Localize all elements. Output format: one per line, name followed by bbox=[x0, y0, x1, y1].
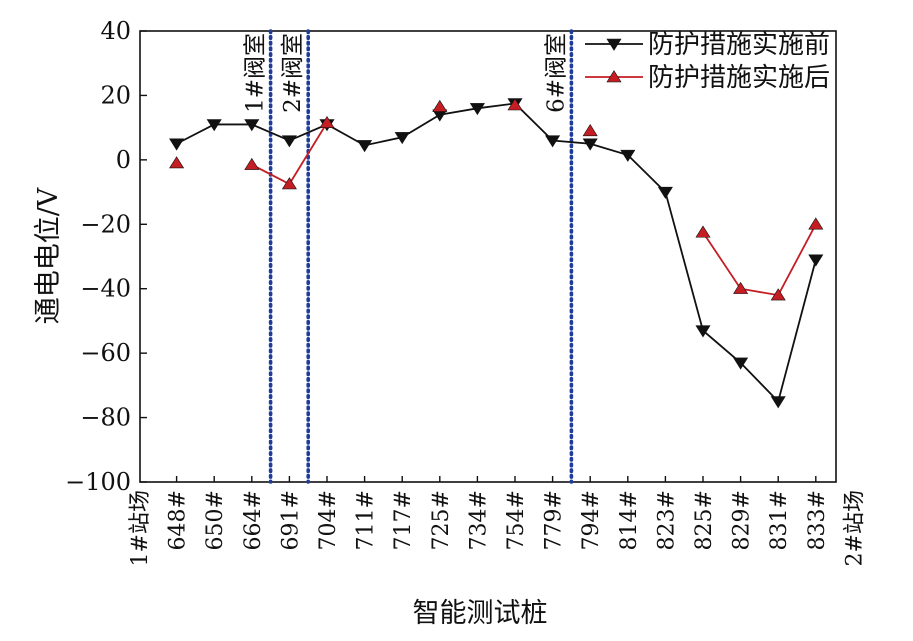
plot-frame bbox=[139, 30, 837, 483]
data-point bbox=[281, 177, 297, 190]
data-point bbox=[770, 288, 786, 301]
data-point bbox=[206, 119, 222, 132]
data-point bbox=[808, 254, 824, 267]
x-axis-title: 智能测试桩 bbox=[413, 598, 548, 629]
series-line bbox=[176, 102, 817, 404]
data-point bbox=[169, 138, 185, 151]
x-tick-label: 711# bbox=[354, 490, 379, 550]
y-tick-label: −40 bbox=[80, 275, 131, 303]
y-tick-label: −80 bbox=[80, 404, 131, 432]
x-tick-label: 754# bbox=[504, 490, 529, 550]
data-point bbox=[606, 70, 622, 83]
series-before bbox=[169, 98, 824, 409]
series-line bbox=[702, 223, 817, 297]
data-point bbox=[620, 149, 636, 162]
y-tick-label: −100 bbox=[65, 468, 131, 496]
x-tick-label: 831# bbox=[767, 490, 792, 550]
x-tick-label: 794# bbox=[579, 490, 604, 550]
x-tick-label: 725# bbox=[429, 490, 454, 550]
data-point bbox=[695, 225, 711, 238]
x-tick-label: 1#站场 bbox=[128, 490, 153, 566]
data-point bbox=[244, 119, 260, 132]
annotations: 1#阀室 2#阀室 6#阀室 bbox=[243, 33, 570, 113]
data-point bbox=[169, 156, 185, 169]
data-point bbox=[545, 135, 561, 148]
series-after bbox=[169, 98, 824, 301]
data-point bbox=[695, 325, 711, 338]
data-point bbox=[733, 281, 749, 294]
valve-label: 6#阀室 bbox=[543, 33, 569, 113]
valve-label: 2#阀室 bbox=[280, 33, 306, 113]
data-point bbox=[582, 123, 598, 137]
valve-label: 1#阀室 bbox=[243, 33, 269, 113]
data-point bbox=[281, 135, 297, 148]
x-tick-label: 734# bbox=[466, 490, 491, 550]
data-point bbox=[244, 157, 260, 170]
legend-item: 防护措施实施后 bbox=[585, 63, 830, 93]
data-point bbox=[733, 357, 749, 370]
legend-item: 防护措施实施前 bbox=[585, 30, 830, 60]
x-tick-label: 825# bbox=[692, 490, 717, 550]
y-tick-label: 0 bbox=[116, 146, 131, 174]
y-tick-label: 40 bbox=[100, 17, 131, 45]
x-tick-label: 704# bbox=[316, 490, 341, 550]
x-tick-label: 691# bbox=[278, 490, 303, 550]
valve-dividers bbox=[268, 29, 574, 484]
x-tick-label: 650# bbox=[203, 490, 228, 550]
data-point bbox=[657, 186, 673, 199]
y-tick-label: −60 bbox=[80, 339, 131, 367]
series-layer bbox=[169, 98, 824, 409]
data-point bbox=[606, 38, 622, 51]
data-point bbox=[432, 99, 448, 112]
data-point bbox=[469, 103, 485, 116]
data-point bbox=[394, 132, 410, 145]
data-point bbox=[808, 217, 824, 230]
y-tick-label: −20 bbox=[80, 210, 131, 238]
x-tick-label: 648# bbox=[166, 490, 191, 550]
x-tick-label: 717# bbox=[391, 490, 416, 550]
y-tick-label: 20 bbox=[100, 81, 131, 109]
data-point bbox=[319, 115, 335, 129]
x-axis: 1#站场 648# 650# 664# 691# 704# 711# 717# 725# 734#… bbox=[128, 476, 867, 566]
x-tick-label: 2#站场 bbox=[842, 490, 867, 566]
x-tick-label: 823# bbox=[654, 490, 679, 550]
data-point bbox=[507, 98, 523, 111]
legend-label: 防护措施实施后 bbox=[648, 63, 830, 93]
data-point bbox=[357, 140, 373, 153]
data-point bbox=[582, 138, 598, 151]
series-line bbox=[251, 122, 328, 186]
y-axis-title: 通电电位/V bbox=[33, 187, 64, 324]
x-tick-label: 829# bbox=[730, 490, 755, 550]
data-point bbox=[770, 396, 786, 409]
y-axis: 40 20 0 −20 −40 −60 −80 −100 bbox=[65, 17, 147, 496]
x-tick-label: 814# bbox=[617, 490, 642, 550]
plot-area bbox=[139, 30, 837, 483]
x-tick-label: 779# bbox=[542, 490, 567, 550]
x-tick-label: 833# bbox=[805, 490, 830, 550]
x-tick-label: 664# bbox=[241, 490, 266, 550]
legend-label: 防护措施实施前 bbox=[648, 30, 830, 60]
